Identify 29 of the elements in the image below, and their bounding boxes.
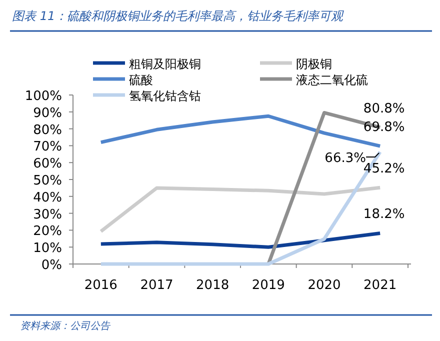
legend-label: 氢氧化钴含钴 bbox=[129, 89, 201, 103]
y-tick-label: 60% bbox=[33, 156, 62, 172]
legend-label: 硫酸 bbox=[129, 73, 153, 87]
y-tick-label: 20% bbox=[33, 224, 62, 240]
x-tick-label: 2019 bbox=[252, 278, 285, 293]
x-tick-label: 2021 bbox=[364, 278, 397, 293]
y-tick-label: 0% bbox=[41, 258, 62, 273]
x-tick-label: 2018 bbox=[196, 278, 230, 293]
title: 图表 11：硫酸和阴极铜业务的毛利率最高，钴业务毛利率可观 bbox=[12, 9, 344, 23]
legend-label: 阴极铜 bbox=[296, 57, 332, 71]
x-tick-label: 2016 bbox=[84, 278, 118, 293]
y-tick-label: 90% bbox=[33, 106, 62, 121]
y-tick-label: 40% bbox=[33, 190, 62, 206]
legend-label: 液态二氧化硫 bbox=[296, 73, 368, 87]
x-tick-label: 2017 bbox=[140, 278, 174, 293]
x-tick-label: 2020 bbox=[308, 278, 341, 293]
data-label: 69.8% bbox=[363, 120, 405, 136]
data-label: 18.2% bbox=[363, 207, 405, 222]
y-tick-label: 80% bbox=[33, 122, 62, 138]
y-tick-label: 30% bbox=[33, 207, 62, 222]
legend-label: 粗铜及阳极铜 bbox=[129, 57, 201, 71]
data-label: 45.2% bbox=[363, 162, 405, 177]
data-label: 66.3% bbox=[324, 150, 366, 166]
data-label: 80.8% bbox=[363, 101, 405, 116]
y-tick-label: 100% bbox=[24, 89, 62, 104]
text: 资料来源：公司公告 bbox=[20, 320, 111, 332]
y-tick-label: 70% bbox=[33, 140, 62, 155]
y-tick-label: 50% bbox=[33, 174, 62, 188]
y-tick-label: 10% bbox=[33, 241, 62, 256]
